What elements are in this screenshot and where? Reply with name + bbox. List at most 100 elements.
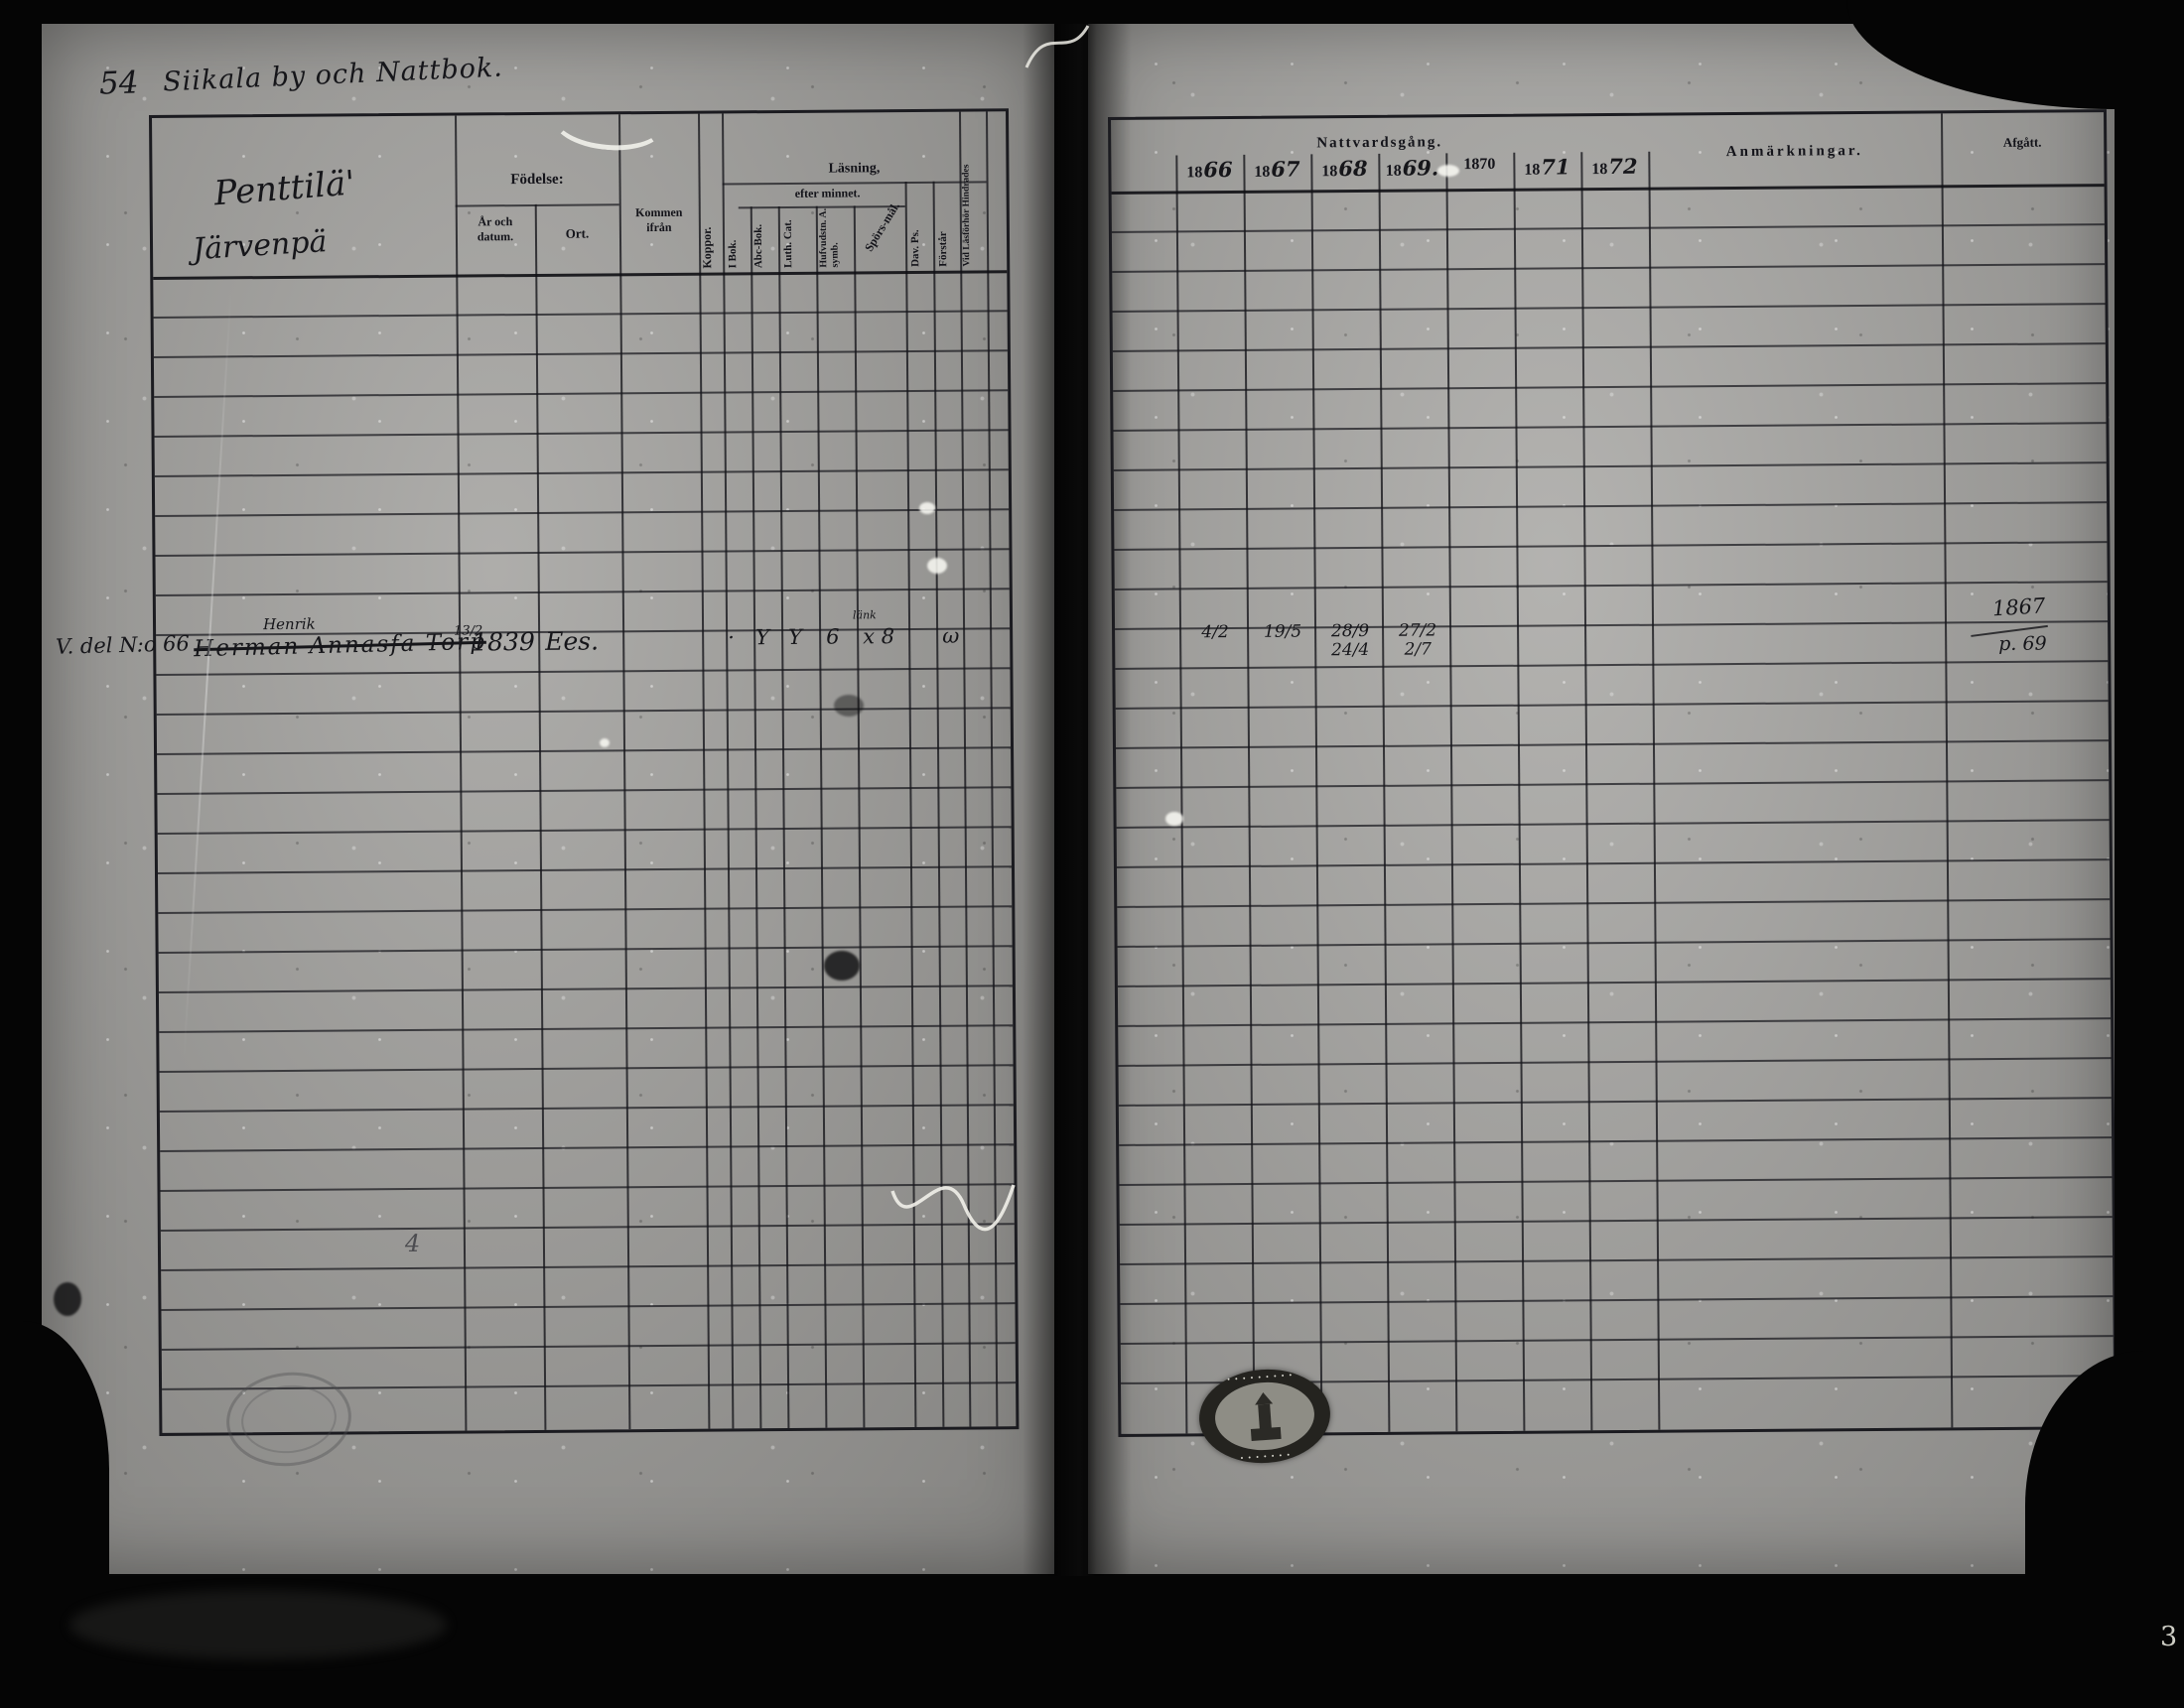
year-printed-part: 18 — [1385, 162, 1402, 180]
year-handwritten-part: 71 — [1541, 154, 1570, 180]
row-line — [1111, 223, 2105, 233]
paper-speck — [1437, 165, 1459, 177]
paper-speck — [919, 502, 935, 514]
row-line — [157, 826, 1012, 835]
row-line — [1116, 819, 2110, 829]
year-printed-part: 18 — [1524, 161, 1541, 179]
row-line — [1116, 779, 2110, 789]
record-table-right: Nattvardsgång. 1866 1867 1868 1869. 1870 1871… — [1108, 109, 2117, 1437]
entry-margin-reference: V. del N:o 66 — [55, 631, 191, 659]
column-line — [455, 115, 468, 1431]
year-printed-part: 18 — [1254, 163, 1271, 181]
column-line — [1940, 113, 1954, 1428]
row-line — [154, 389, 1009, 398]
row-line — [1112, 303, 2106, 313]
col-header-i-bok: I Bok. — [727, 239, 740, 269]
column-line — [1648, 151, 1661, 1430]
row-line — [155, 588, 1010, 596]
row-line — [1114, 501, 2108, 511]
col-header-forstar: Förstår — [936, 231, 950, 267]
row-line — [1118, 1097, 2112, 1107]
row-line — [161, 1302, 1016, 1311]
column-line — [698, 113, 711, 1429]
church-icon — [1248, 1391, 1282, 1441]
row-line — [156, 707, 1011, 716]
page-number-handwritten: 54 — [98, 65, 140, 102]
col-header-spors-mal: Spörs-mål. — [861, 199, 903, 254]
col-header-kommen-ifran: Kommen ifrån — [635, 204, 683, 235]
row-line — [154, 429, 1009, 438]
row-line — [1117, 938, 2111, 948]
row-line — [158, 985, 1013, 993]
col-header-fodelse: Födelse: — [510, 171, 564, 189]
col-header-afgatt: Afgått. — [2002, 134, 2042, 150]
row-line — [1114, 581, 2108, 591]
col-header-dav-ps: Dav. Ps. — [908, 229, 922, 267]
row-line — [1116, 858, 2110, 868]
year-handwritten-part: 69. — [1402, 155, 1439, 181]
row-line — [159, 1064, 1014, 1073]
header-bottom-line — [153, 270, 1008, 280]
col-header-abc-bok: Abc-Bok. — [751, 223, 765, 269]
column-line — [1175, 155, 1188, 1434]
row-line — [157, 786, 1012, 795]
ink-smudge — [834, 695, 864, 717]
entry-name-note: Henrik — [262, 614, 316, 634]
row-line — [159, 1024, 1014, 1033]
household-name-script-2: Järvenpä — [192, 224, 329, 268]
film-edge-top — [0, 0, 2184, 24]
year-printed-part: 1870 — [1463, 155, 1496, 174]
afgatt-entry-page-ref: p. 69 — [1998, 632, 2047, 655]
row-line — [1119, 1176, 2113, 1186]
film-smudge — [69, 1590, 447, 1659]
year-column-label: 1869. — [1378, 155, 1445, 182]
row-line — [161, 1342, 1016, 1351]
row-line — [156, 667, 1011, 676]
row-line — [158, 905, 1013, 914]
column-line — [618, 114, 631, 1430]
white-squiggle-top — [1024, 25, 1090, 68]
book-page-right — [1088, 20, 2116, 1574]
year-handwritten-part: 66 — [1203, 157, 1233, 183]
row-line — [155, 508, 1010, 517]
row-line — [161, 1262, 1016, 1271]
year-handwritten-part: 72 — [1608, 153, 1638, 180]
row-line — [1117, 898, 2111, 908]
col-group-nattvardsgang: Nattvardsgång. — [1316, 134, 1443, 152]
row-line — [1117, 978, 2111, 987]
row-line — [155, 548, 1010, 557]
row-line — [1118, 1017, 2112, 1027]
column-line — [1243, 154, 1256, 1433]
row-line — [157, 865, 1012, 874]
col-header-vid-lasforhor: Vid Läsförhör Hindrades — [961, 164, 973, 267]
header-rule — [455, 203, 619, 207]
book-gutter-shadow — [1023, 0, 1132, 1708]
year-handwritten-part: 67 — [1271, 156, 1300, 182]
row-line — [1115, 700, 2109, 710]
row-line — [1113, 382, 2107, 392]
header-bottom-line — [1111, 184, 2105, 195]
column-line — [777, 206, 790, 1428]
year-column-label: 1866 — [1175, 157, 1243, 184]
year-handwritten-part: 68 — [1338, 155, 1368, 182]
paper-speck — [927, 558, 947, 574]
column-line — [750, 206, 762, 1429]
row-line — [1114, 541, 2108, 551]
book-page-left — [40, 24, 1054, 1574]
row-line — [153, 349, 1008, 358]
col-header-hufvudstn-a-symb: Hufvudstn. A. symb. — [817, 207, 841, 268]
row-line — [158, 945, 1013, 954]
year-column-label: 1872 — [1580, 154, 1648, 181]
year-column-label: 1871 — [1513, 154, 1580, 181]
film-edge-bottom — [0, 1576, 2184, 1708]
year-printed-part: 18 — [1321, 163, 1338, 181]
row-line — [1113, 461, 2107, 471]
row-line — [1113, 422, 2107, 432]
edge-blot — [54, 1282, 81, 1316]
column-line — [1445, 153, 1458, 1432]
column-line — [1310, 154, 1323, 1433]
col-header-anmarkningar: Anmärkningar. — [1725, 143, 1863, 161]
col-header-ort: Ort. — [565, 225, 590, 241]
ink-blot — [824, 951, 860, 981]
